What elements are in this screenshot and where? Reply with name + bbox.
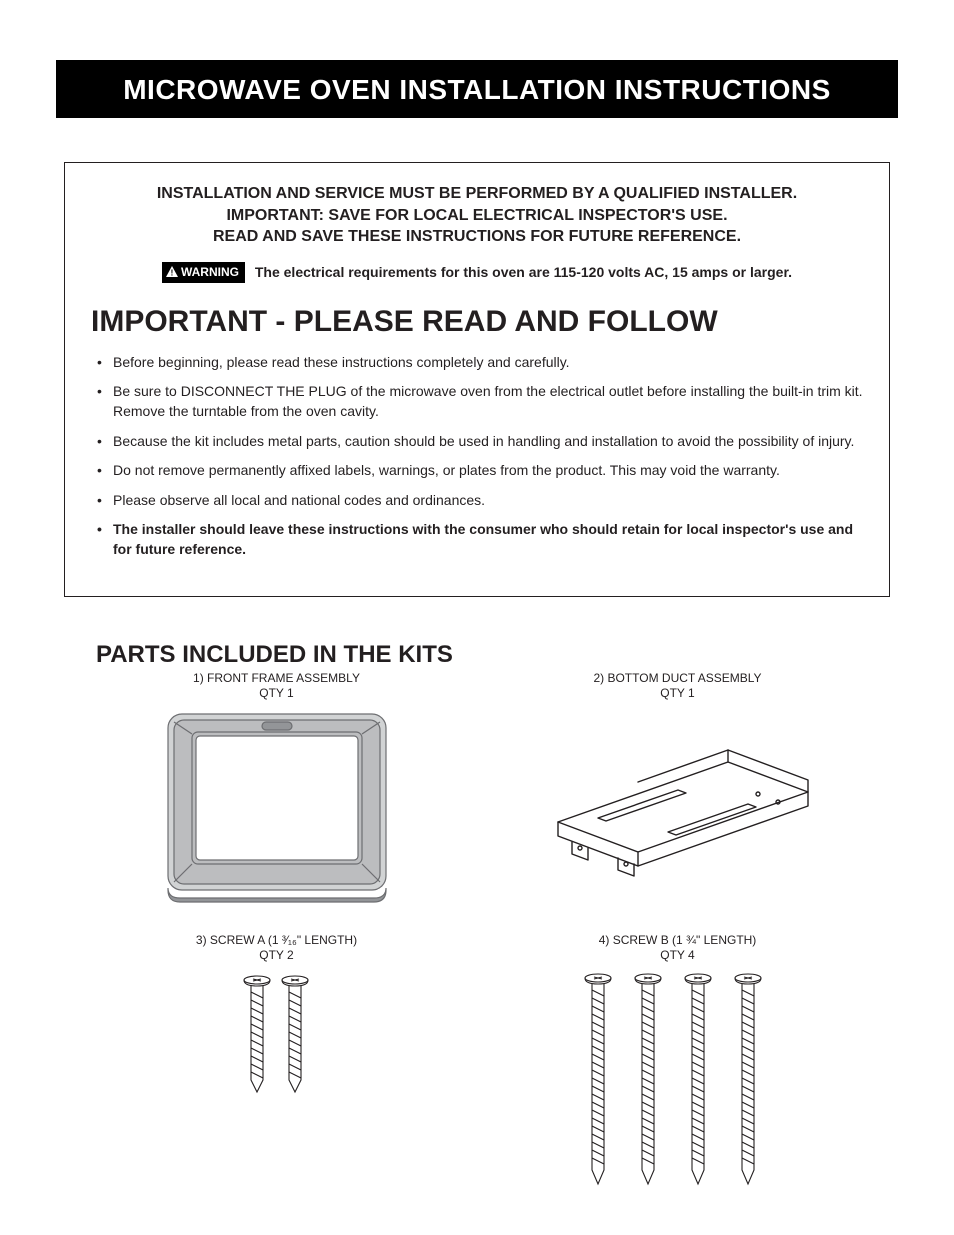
warning-triangle-icon: ! <box>166 266 178 280</box>
header-line-2: IMPORTANT: SAVE FOR LOCAL ELECTRICAL INS… <box>91 205 863 227</box>
header-lines: INSTALLATION AND SERVICE MUST BE PERFORM… <box>91 183 863 248</box>
front-frame-illustration <box>162 708 392 903</box>
header-line-1: INSTALLATION AND SERVICE MUST BE PERFORM… <box>91 183 863 205</box>
header-line-3: READ AND SAVE THESE INSTRUCTIONS FOR FUT… <box>91 226 863 248</box>
page-title: MICROWAVE OVEN INSTALLATION INSTRUCTIONS <box>56 74 898 106</box>
bullet-item: The installer should leave these instruc… <box>95 520 863 559</box>
svg-text:!: ! <box>171 268 174 277</box>
important-heading: IMPORTANT - PLEASE READ AND FOLLOW <box>91 305 863 339</box>
warning-badge-text: WARNING <box>181 265 239 279</box>
bullet-item: Because the kit includes metal parts, ca… <box>95 432 863 452</box>
page: MICROWAVE OVEN INSTALLATION INSTRUCTIONS… <box>0 0 954 1230</box>
parts-grid: 1) FRONT FRAME ASSEMBLY QTY 1 <box>56 671 898 1190</box>
bullet-item: Before beginning, please read these inst… <box>95 353 863 373</box>
part-label: 1) FRONT FRAME ASSEMBLY QTY 1 <box>86 671 467 702</box>
screw-b-illustration <box>558 970 798 1190</box>
part-label: 3) SCREW A (1 ³⁄₁₆" LENGTH) QTY 2 <box>86 933 467 964</box>
part-bottom-duct: 2) BOTTOM DUCT ASSEMBLY QTY 1 <box>487 671 868 903</box>
bottom-duct-illustration <box>528 732 828 882</box>
part-label: 2) BOTTOM DUCT ASSEMBLY QTY 1 <box>487 671 868 702</box>
part-screw-a: 3) SCREW A (1 ³⁄₁₆" LENGTH) QTY 2 <box>86 933 467 1190</box>
title-bar: MICROWAVE OVEN INSTALLATION INSTRUCTIONS <box>56 60 898 118</box>
important-box: INSTALLATION AND SERVICE MUST BE PERFORM… <box>64 162 890 597</box>
bullet-item: Be sure to DISCONNECT THE PLUG of the mi… <box>95 382 863 421</box>
warning-line: ! WARNING The electrical requirements fo… <box>91 262 863 283</box>
bullet-list: Before beginning, please read these inst… <box>91 353 863 560</box>
part-front-frame: 1) FRONT FRAME ASSEMBLY QTY 1 <box>86 671 467 903</box>
warning-badge: ! WARNING <box>162 262 245 283</box>
screw-a-illustration <box>217 970 337 1110</box>
bullet-item: Do not remove permanently affixed labels… <box>95 461 863 481</box>
part-screw-b: 4) SCREW B (1 ¾" LENGTH) QTY 4 <box>487 933 868 1190</box>
bullet-item: Please observe all local and national co… <box>95 491 863 511</box>
warning-text: The electrical requirements for this ove… <box>255 264 792 280</box>
part-label: 4) SCREW B (1 ¾" LENGTH) QTY 4 <box>487 933 868 964</box>
parts-heading: PARTS INCLUDED IN THE KITS <box>96 641 898 669</box>
